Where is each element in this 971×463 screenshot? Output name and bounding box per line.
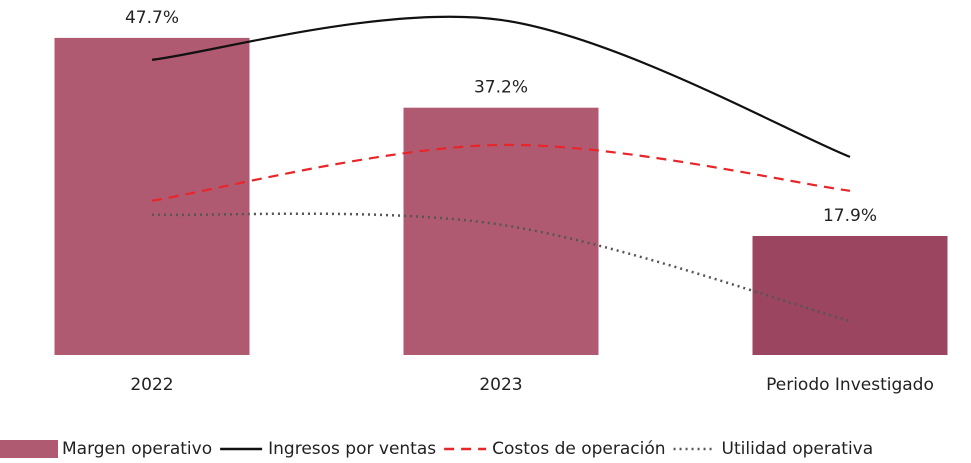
- line: [151, 15, 851, 158]
- bar: [752, 236, 948, 355]
- legend-label: Utilidad operativa: [722, 439, 874, 459]
- x-tick-label: Periodo Investigado: [766, 375, 934, 395]
- line: [151, 143, 851, 202]
- bar: [54, 37, 250, 356]
- x-tick-label: 2022: [130, 375, 173, 395]
- legend-swatch: [0, 440, 58, 458]
- bar: [403, 107, 599, 356]
- x-tick-label: 2023: [479, 375, 522, 395]
- legend-label: Costos de operación: [492, 439, 665, 459]
- legend-label: Margen operativo: [62, 439, 212, 459]
- line: [151, 212, 851, 323]
- data-label: 47.7%: [125, 8, 179, 28]
- data-label: 17.9%: [823, 206, 877, 226]
- data-label: 37.2%: [474, 78, 528, 98]
- legend-label: Ingresos por ventas: [268, 439, 436, 459]
